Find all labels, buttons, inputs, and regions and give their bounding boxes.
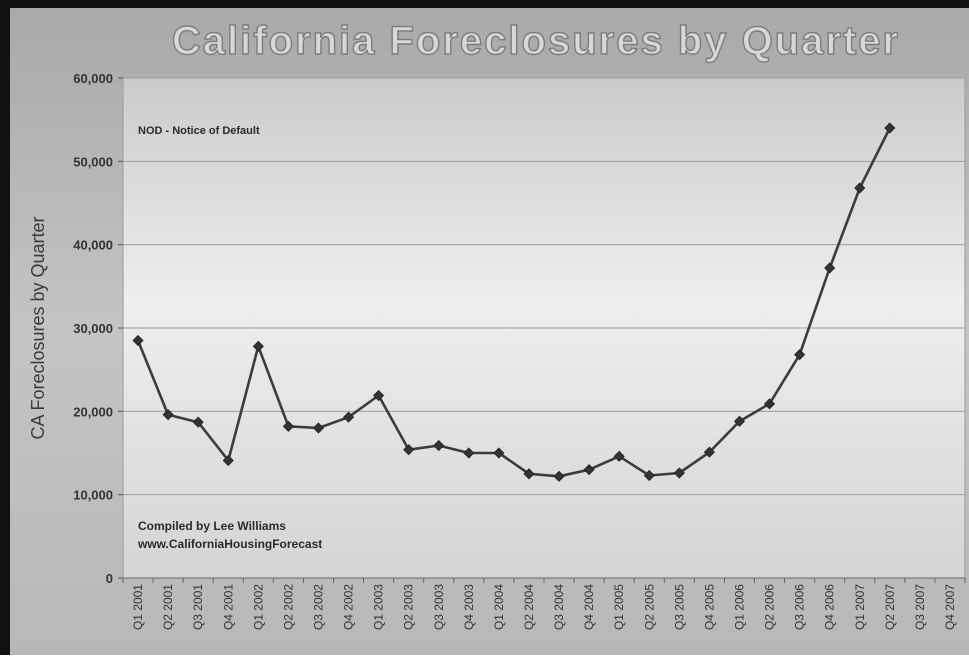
x-tick-label-25: Q2 2007 bbox=[883, 584, 897, 630]
x-tick-label-22: Q3 2006 bbox=[793, 584, 807, 630]
data-point-10 bbox=[433, 439, 445, 452]
data-point-21 bbox=[763, 398, 776, 410]
data-point-24 bbox=[854, 182, 866, 194]
annotation-compiled-by: Compiled by Lee Williams bbox=[138, 519, 286, 533]
x-tick-label-1: Q2 2001 bbox=[161, 584, 175, 630]
data-point-4 bbox=[252, 340, 264, 352]
x-tick-label-4: Q1 2002 bbox=[251, 584, 265, 630]
data-point-19 bbox=[703, 446, 715, 458]
x-tick-label-16: Q1 2005 bbox=[612, 584, 626, 630]
series-line-0 bbox=[136, 127, 891, 478]
data-point-15 bbox=[583, 464, 595, 476]
annotation-website: www.CaliforniaHousingForecast bbox=[137, 537, 322, 551]
data-point-16 bbox=[613, 450, 625, 462]
x-tick-label-12: Q1 2004 bbox=[492, 584, 506, 630]
data-point-8 bbox=[373, 389, 385, 402]
x-tick-label-23: Q4 2006 bbox=[823, 584, 837, 630]
x-tick-label-18: Q3 2005 bbox=[672, 584, 686, 630]
y-tick-label-3: 30,000 bbox=[73, 321, 113, 336]
x-tick-labels: Q1 2001 Q2 2001 Q3 2001 Q4 2001 Q1 2002 Q2 20… bbox=[131, 584, 957, 630]
x-tick-label-11: Q4 2003 bbox=[462, 584, 476, 630]
y-axis-label: CA Foreclosures by Quarter bbox=[28, 216, 48, 439]
x-tick-label-15: Q4 2004 bbox=[582, 584, 596, 630]
x-tick-label-24: Q1 2007 bbox=[853, 584, 867, 630]
data-point-2 bbox=[192, 416, 204, 428]
x-tick-label-14: Q3 2004 bbox=[552, 584, 566, 630]
data-point-5 bbox=[282, 420, 294, 432]
y-tick-labels: 0 10,000 20,000 30,000 40,000 50,000 60,000 bbox=[73, 71, 113, 586]
x-tick-label-9: Q2 2003 bbox=[402, 584, 416, 630]
data-point-22 bbox=[794, 349, 806, 361]
y-tick-label-5: 50,000 bbox=[73, 154, 113, 169]
x-tick-label-6: Q3 2002 bbox=[311, 584, 325, 630]
x-tick-label-10: Q3 2003 bbox=[432, 584, 446, 630]
grid-lines bbox=[118, 77, 966, 583]
x-tick-label-19: Q4 2005 bbox=[702, 584, 716, 630]
x-tick-label-3: Q4 2001 bbox=[221, 584, 235, 630]
x-tick-label-5: Q2 2002 bbox=[281, 584, 295, 630]
x-tick-label-21: Q2 2006 bbox=[763, 584, 777, 630]
data-point-0 bbox=[132, 334, 144, 347]
data-point-7 bbox=[342, 411, 355, 423]
x-tick-label-13: Q2 2004 bbox=[522, 584, 536, 630]
x-tick-label-20: Q1 2006 bbox=[732, 584, 746, 630]
data-point-18 bbox=[673, 467, 685, 479]
x-tick-label-0: Q1 2001 bbox=[131, 584, 145, 630]
data-point-12 bbox=[493, 447, 505, 459]
data-point-13 bbox=[523, 468, 535, 480]
x-tick-label-27: Q4 2007 bbox=[943, 584, 957, 630]
chart-title: California Foreclosures by Quarter bbox=[172, 19, 900, 63]
x-tick-label-7: Q4 2002 bbox=[342, 584, 356, 630]
data-point-23 bbox=[824, 262, 836, 274]
data-point-14 bbox=[553, 470, 565, 482]
x-tick-label-17: Q2 2005 bbox=[642, 584, 656, 630]
series-markers bbox=[132, 122, 896, 482]
x-tick-label-26: Q3 2007 bbox=[913, 584, 927, 630]
y-tick-label-0: 0 bbox=[106, 571, 113, 586]
data-point-20 bbox=[733, 415, 746, 427]
series-line bbox=[136, 127, 891, 478]
y-tick-label-1: 10,000 bbox=[73, 488, 113, 503]
x-tick-label-8: Q1 2003 bbox=[372, 584, 386, 630]
y-tick-label-6: 60,000 bbox=[73, 71, 113, 86]
annotation-nod: NOD - Notice of Default bbox=[138, 125, 260, 137]
x-tick-label-2: Q3 2001 bbox=[191, 584, 205, 630]
data-point-25 bbox=[884, 122, 896, 134]
data-point-17 bbox=[643, 469, 655, 482]
data-point-3 bbox=[222, 454, 234, 467]
y-tick-label-2: 20,000 bbox=[73, 404, 113, 419]
data-point-6 bbox=[312, 422, 325, 434]
data-point-11 bbox=[463, 447, 475, 459]
y-tick-label-4: 40,000 bbox=[73, 238, 113, 253]
data-point-9 bbox=[403, 444, 415, 456]
data-point-1 bbox=[162, 409, 174, 421]
